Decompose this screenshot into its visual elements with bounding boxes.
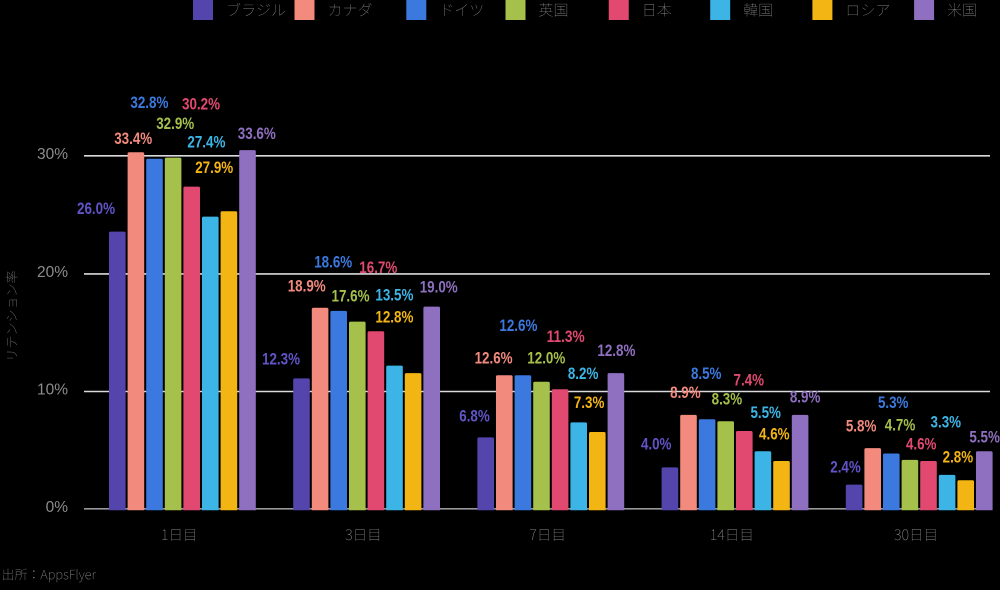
svg-text:16.7%: 16.7% xyxy=(359,258,397,277)
svg-text:10%: 10% xyxy=(37,382,68,399)
svg-text:5.3%: 5.3% xyxy=(878,393,909,412)
svg-text:2.4%: 2.4% xyxy=(830,458,861,477)
svg-text:30.2%: 30.2% xyxy=(182,94,220,113)
svg-text:18.6%: 18.6% xyxy=(314,253,352,272)
svg-text:27.9%: 27.9% xyxy=(195,158,233,177)
svg-text:12.0%: 12.0% xyxy=(527,349,565,368)
svg-text:19.0%: 19.0% xyxy=(420,277,458,296)
svg-text:8.2%: 8.2% xyxy=(568,364,599,383)
svg-text:32.9%: 32.9% xyxy=(156,114,194,133)
svg-text:7.3%: 7.3% xyxy=(574,393,605,412)
svg-text:5.5%: 5.5% xyxy=(750,403,781,422)
svg-text:12.8%: 12.8% xyxy=(597,341,635,360)
svg-text:4.6%: 4.6% xyxy=(759,425,790,444)
svg-text:26.0%: 26.0% xyxy=(77,199,115,218)
svg-text:5.8%: 5.8% xyxy=(846,416,877,435)
svg-text:20%: 20% xyxy=(37,264,68,281)
svg-text:13.5%: 13.5% xyxy=(375,285,413,304)
svg-text:12.6%: 12.6% xyxy=(475,348,513,367)
svg-text:0%: 0% xyxy=(46,499,69,516)
svg-text:27.4%: 27.4% xyxy=(187,133,225,152)
svg-text:30%: 30% xyxy=(37,146,68,163)
svg-text:2.8%: 2.8% xyxy=(943,448,974,467)
svg-text:33.4%: 33.4% xyxy=(114,129,152,148)
svg-text:12.3%: 12.3% xyxy=(262,349,300,368)
svg-text:4.6%: 4.6% xyxy=(906,434,937,453)
svg-text:17.6%: 17.6% xyxy=(332,287,370,306)
svg-text:4.7%: 4.7% xyxy=(885,416,916,435)
svg-text:32.8%: 32.8% xyxy=(130,93,168,112)
svg-text:8.9%: 8.9% xyxy=(790,388,821,407)
svg-text:8.3%: 8.3% xyxy=(712,389,743,408)
svg-text:6.8%: 6.8% xyxy=(459,406,490,425)
svg-text:8.5%: 8.5% xyxy=(691,364,722,383)
svg-text:8.9%: 8.9% xyxy=(670,383,701,402)
svg-text:33.6%: 33.6% xyxy=(238,124,276,143)
svg-text:11.3%: 11.3% xyxy=(547,327,585,346)
svg-text:12.8%: 12.8% xyxy=(375,308,413,327)
svg-text:4.0%: 4.0% xyxy=(641,435,672,454)
svg-text:7.4%: 7.4% xyxy=(734,370,765,389)
svg-text:5.5%: 5.5% xyxy=(969,428,1000,447)
svg-text:12.6%: 12.6% xyxy=(499,316,537,335)
svg-text:18.9%: 18.9% xyxy=(288,276,326,295)
svg-text:3.3%: 3.3% xyxy=(931,412,962,431)
